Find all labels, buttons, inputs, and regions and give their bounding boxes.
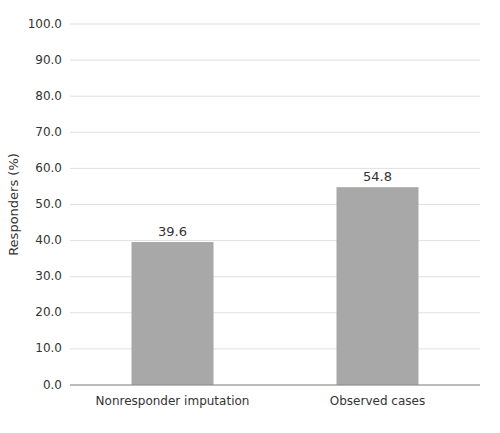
x-axis-line <box>70 385 480 386</box>
data-label: 54.8 <box>363 169 392 184</box>
y-tick-label: 60.0 <box>35 161 62 175</box>
y-tick-label: 10.0 <box>35 341 62 355</box>
grid <box>70 24 480 385</box>
y-tick-label: 90.0 <box>35 53 62 67</box>
y-tick-label: 30.0 <box>35 269 62 283</box>
bar <box>132 242 214 385</box>
chart: 0.0 10.0 20.0 30.0 40.0 50.0 60.0 70.0 80.0 90.0 1… <box>0 0 500 433</box>
grid-line <box>70 168 480 169</box>
y-tick-label: 80.0 <box>35 89 62 103</box>
y-tick-label: 40.0 <box>35 233 62 247</box>
y-tick-label: 0.0 <box>43 378 62 392</box>
y-tick-label: 20.0 <box>35 305 62 319</box>
bars <box>132 187 419 385</box>
data-label: 39.6 <box>158 224 187 239</box>
grid-line <box>70 24 480 25</box>
y-tick-label: 50.0 <box>35 197 62 211</box>
grid-line <box>70 96 480 97</box>
x-tick-label: Observed cases <box>330 394 425 408</box>
grid-line <box>70 132 480 133</box>
grid-line <box>70 60 480 61</box>
grid-line <box>70 385 480 386</box>
x-tick-label: Nonresponder imputation <box>96 394 250 408</box>
y-axis-label: Responders (%) <box>6 153 21 256</box>
y-tick-label: 70.0 <box>35 125 62 139</box>
y-tick-label: 100.0 <box>28 17 62 31</box>
bar <box>337 187 419 385</box>
